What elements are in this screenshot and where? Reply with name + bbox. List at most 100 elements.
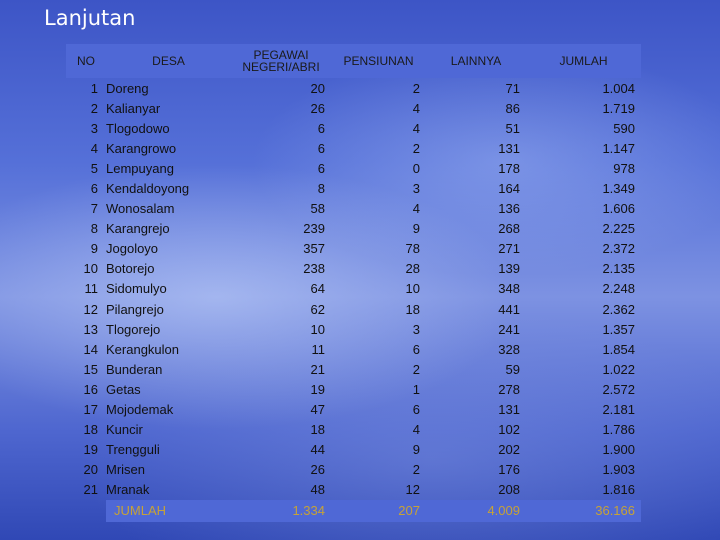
header-jumlah: JUMLAH xyxy=(526,44,641,78)
cell-pensiunan: 4 xyxy=(412,120,420,136)
slide-title: Lanjutan xyxy=(44,6,136,30)
table-row: 18 Kuncir 18 4 102 1.786 xyxy=(66,420,641,440)
header-lainnya: LAINNYA xyxy=(426,44,526,78)
cell-pensiunan: 3 xyxy=(412,181,420,197)
cell-pegawai: 6 xyxy=(317,160,325,176)
cell-lainnya: 278 xyxy=(498,381,520,397)
cell-jumlah: 1.903 xyxy=(602,462,635,478)
cell-pensiunan: 4 xyxy=(412,100,420,116)
cell-lainnya: 131 xyxy=(498,402,520,418)
cell-desa: Karangrowo xyxy=(106,140,177,156)
cell-pensiunan: 1 xyxy=(412,381,420,397)
cell-no: 6 xyxy=(90,181,98,197)
cell-jumlah: 1.147 xyxy=(602,140,635,156)
cell-pensiunan: 78 xyxy=(405,241,420,257)
cell-pensiunan: 2 xyxy=(412,140,420,156)
table-row: 7 Wonosalam 58 4 136 1.606 xyxy=(66,199,641,219)
cell-lainnya: 441 xyxy=(498,301,520,317)
cell-desa: Wonosalam xyxy=(106,201,175,217)
cell-jumlah: 2.372 xyxy=(602,241,635,257)
cell-pensiunan: 4 xyxy=(412,201,420,217)
cell-pensiunan: 6 xyxy=(412,341,420,357)
cell-pegawai: 21 xyxy=(310,361,325,377)
cell-desa: Tlogodowo xyxy=(106,120,170,136)
header-no: NO xyxy=(66,44,106,78)
cell-pegawai: 6 xyxy=(317,120,325,136)
table-row: 5 Lempuyang 6 0 178 978 xyxy=(66,158,641,178)
table-row: 20 Mrisen 26 2 176 1.903 xyxy=(66,460,641,480)
table-row: 14 Kerangkulon 11 6 328 1.854 xyxy=(66,339,641,359)
cell-no: 2 xyxy=(90,100,98,116)
cell-jumlah: 1.349 xyxy=(602,181,635,197)
cell-pensiunan: 2 xyxy=(412,462,420,478)
cell-desa: Kalianyar xyxy=(106,100,161,116)
cell-jumlah: 2.572 xyxy=(602,381,635,397)
table-row: 19 Trengguli 44 9 202 1.900 xyxy=(66,440,641,460)
cell-no: 16 xyxy=(83,381,98,397)
cell-no: 18 xyxy=(83,422,98,438)
cell-jumlah: 1.816 xyxy=(602,482,635,498)
cell-pegawai: 6 xyxy=(317,140,325,156)
cell-pensiunan: 12 xyxy=(405,482,420,498)
table-row: 11 Sidomulyo 64 10 348 2.248 xyxy=(66,279,641,299)
cell-lainnya: 71 xyxy=(505,80,520,96)
cell-lainnya: 102 xyxy=(498,422,520,438)
table-row: 6 Kendaldoyong 8 3 164 1.349 xyxy=(66,178,641,198)
table-row: 13 Tlogorejo 10 3 241 1.357 xyxy=(66,319,641,339)
cell-pegawai: 64 xyxy=(310,281,325,297)
cell-no: 13 xyxy=(83,321,98,337)
total-pegawai: 1.334 xyxy=(231,499,331,522)
cell-desa: Karangrejo xyxy=(106,221,170,237)
cell-no: 15 xyxy=(83,361,98,377)
cell-no: 17 xyxy=(83,402,98,418)
cell-desa: Sidomulyo xyxy=(106,281,167,297)
cell-pegawai: 18 xyxy=(310,422,325,438)
cell-desa: Tlogorejo xyxy=(106,321,161,337)
table-row: 2 Kalianyar 26 4 86 1.719 xyxy=(66,98,641,118)
cell-pegawai: 62 xyxy=(310,301,325,317)
cell-lainnya: 328 xyxy=(498,341,520,357)
cell-lainnya: 178 xyxy=(498,160,520,176)
cell-desa: Pilangrejo xyxy=(106,301,164,317)
table-row: 4 Karangrowo 6 2 131 1.147 xyxy=(66,138,641,158)
cell-pensiunan: 28 xyxy=(405,261,420,277)
cell-desa: Kendaldoyong xyxy=(106,181,190,197)
cell-desa: Lempuyang xyxy=(106,160,174,176)
cell-no: 9 xyxy=(90,241,98,257)
cell-pensiunan: 4 xyxy=(412,422,420,438)
table-row: 12 Pilangrejo 62 18 441 2.362 xyxy=(66,299,641,319)
cell-lainnya: 86 xyxy=(505,100,520,116)
table-body: 1 Doreng 20 2 71 1.004 2 Kalianyar 26 4 86 1.719 3 Tl… xyxy=(66,78,641,500)
cell-no: 14 xyxy=(83,341,98,357)
cell-pegawai: 58 xyxy=(310,201,325,217)
cell-no: 3 xyxy=(90,120,98,136)
cell-jumlah: 590 xyxy=(613,120,635,136)
cell-desa: Mranak xyxy=(106,482,150,498)
cell-pegawai: 8 xyxy=(317,181,325,197)
table-row: 17 Mojodemak 47 6 131 2.181 xyxy=(66,400,641,420)
table-row: 21 Mranak 48 12 208 1.816 xyxy=(66,480,641,500)
cell-desa: Doreng xyxy=(106,80,149,96)
cell-desa: Kerangkulon xyxy=(106,341,179,357)
cell-no: 10 xyxy=(83,261,98,277)
cell-jumlah: 1.900 xyxy=(602,442,635,458)
cell-desa: Botorejo xyxy=(106,261,155,277)
table-row: 15 Bunderan 21 2 59 1.022 xyxy=(66,359,641,379)
header-pegawai-line2: NEGERI/ABRI xyxy=(242,60,320,74)
cell-jumlah: 1.022 xyxy=(602,361,635,377)
cell-desa: Trengguli xyxy=(106,442,160,458)
cell-desa: Getas xyxy=(106,381,141,397)
table-row: 1 Doreng 20 2 71 1.004 xyxy=(66,78,641,98)
cell-jumlah: 1.854 xyxy=(602,341,635,357)
cell-lainnya: 271 xyxy=(498,241,520,257)
cell-pegawai: 11 xyxy=(311,341,326,357)
cell-desa: Kuncir xyxy=(106,422,143,438)
cell-no: 8 xyxy=(90,221,98,237)
table-row: 3 Tlogodowo 6 4 51 590 xyxy=(66,118,641,138)
table-row: 8 Karangrejo 239 9 268 2.225 xyxy=(66,219,641,239)
cell-pegawai: 48 xyxy=(310,482,325,498)
cell-pegawai: 238 xyxy=(303,261,325,277)
cell-pensiunan: 10 xyxy=(405,281,420,297)
cell-lainnya: 136 xyxy=(498,201,520,217)
cell-desa: Bunderan xyxy=(106,361,163,377)
